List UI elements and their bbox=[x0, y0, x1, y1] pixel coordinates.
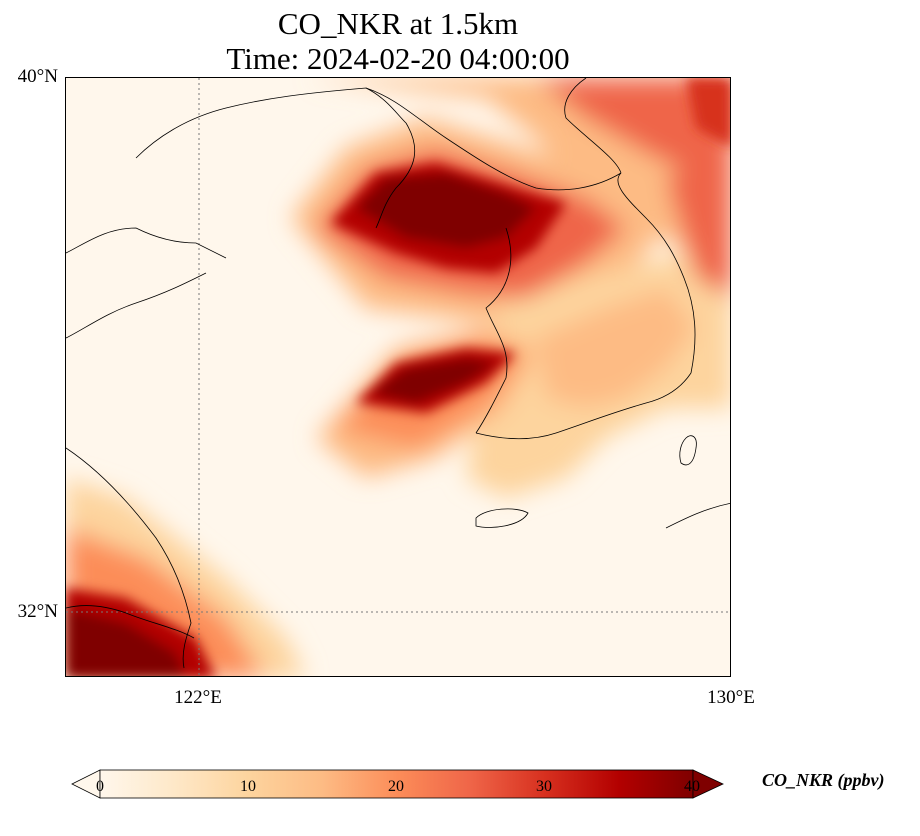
colorbar-tick-20: 20 bbox=[388, 778, 404, 795]
core-northeast bbox=[686, 78, 730, 147]
coast-north-korea-west bbox=[365, 87, 622, 191]
colorbar bbox=[71, 769, 724, 799]
coast-korea-south bbox=[475, 372, 692, 440]
coast-tsushima bbox=[679, 435, 697, 466]
concentration-cores bbox=[66, 78, 730, 676]
coast-korea-east bbox=[617, 172, 696, 374]
plume-northeast bbox=[536, 78, 730, 188]
lat-label-32N: 32°N bbox=[17, 601, 58, 622]
lon-label-122E: 122°E bbox=[174, 687, 222, 708]
colorbar-max-extend bbox=[692, 769, 724, 799]
colorbar-gradient bbox=[99, 769, 694, 799]
coast-jeju bbox=[475, 508, 529, 528]
colorbar-tick-10: 10 bbox=[240, 778, 256, 795]
coast-shandong bbox=[66, 272, 207, 339]
coast-jiangsu bbox=[66, 447, 192, 669]
colorbar-title: CO_NKR (ppbv) bbox=[762, 770, 885, 790]
coast-kyushu bbox=[665, 503, 730, 529]
map-title-line-1: CO_NKR at 1.5km bbox=[277, 6, 519, 41]
colorbar-tick-30: 30 bbox=[536, 778, 552, 795]
coast-yangtze bbox=[66, 605, 195, 639]
map-area bbox=[65, 77, 731, 677]
lat-label-40N: 40°N bbox=[17, 66, 58, 87]
coast-bohai-south bbox=[66, 227, 227, 259]
plume-korea-mid bbox=[536, 288, 696, 408]
coast-north-korea-east bbox=[564, 78, 622, 174]
map-title-line-2: Time: 2024-02-20 04:00:00 bbox=[226, 41, 570, 76]
coast-liaodong bbox=[135, 87, 415, 229]
coast-korea-west bbox=[475, 227, 512, 434]
concentration-field bbox=[66, 78, 730, 676]
core-bohai-inner bbox=[356, 173, 536, 248]
coastlines bbox=[66, 78, 730, 669]
colorbar-tick-0: 0 bbox=[96, 778, 104, 795]
core-streak-inner bbox=[371, 358, 496, 403]
lon-label-130E: 130°E bbox=[707, 687, 755, 708]
colorbar-tick-40: 40 bbox=[684, 778, 700, 795]
core-southwest-inner bbox=[66, 608, 186, 676]
plume-east-edge bbox=[666, 139, 730, 297]
map-canvas bbox=[66, 78, 730, 676]
